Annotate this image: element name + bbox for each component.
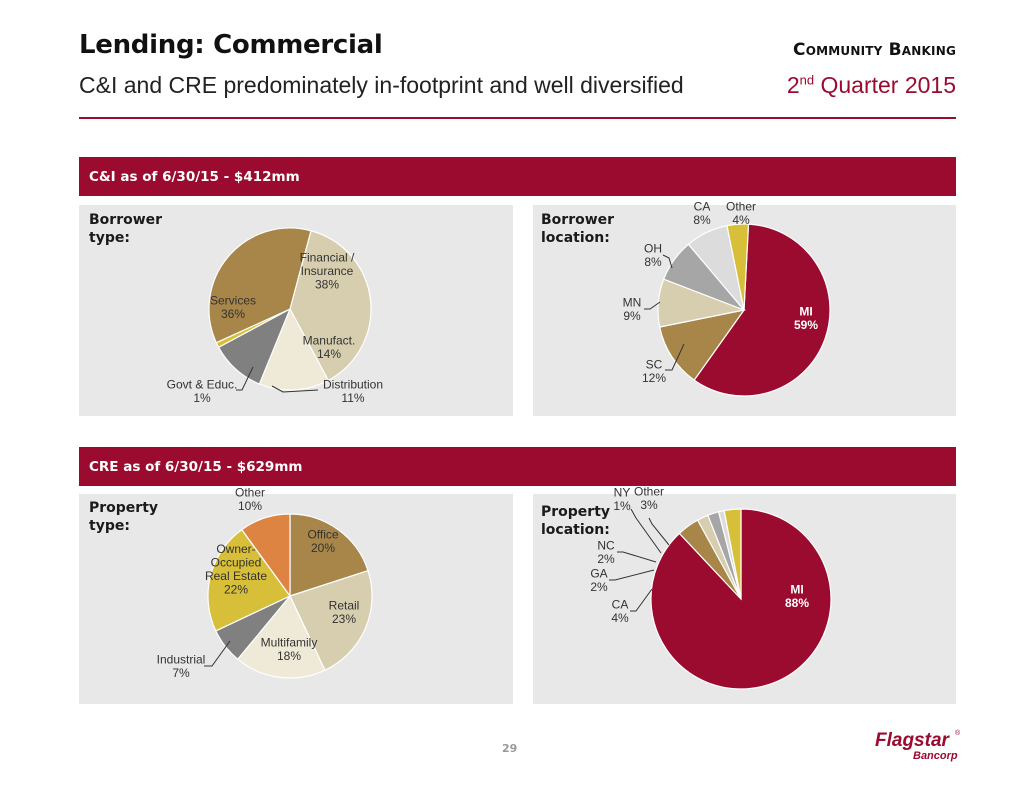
property-location-label-other: Other 3% — [634, 484, 664, 512]
cre-property-location-label: Property location: — [541, 504, 611, 538]
borrower-location-pie: MI 59% SC 12% MN 9% OH 8% CA 8% Other 4% — [623, 199, 831, 397]
page-subtitle: C&I and CRE predominately in-footprint a… — [79, 72, 684, 98]
property-location-leader-ny — [630, 508, 662, 554]
page-number: 29 — [502, 742, 518, 755]
quarter-label: 2nd Quarter 2015 — [787, 72, 956, 99]
property-type-slice-multifamily — [236, 594, 326, 679]
property-type-slice-owner-occupied-real-estate — [207, 528, 291, 632]
segment-label: Community Banking — [793, 40, 956, 60]
ci-section-header: C&I as of 6/30/15 - $412mm — [79, 157, 956, 196]
cre-property-type-label: Property type: — [89, 500, 159, 534]
property-location-leader-other — [648, 517, 670, 546]
flagstar-logo: Flagstar ® Bancorp — [875, 729, 961, 762]
borrower-location-slice-sc — [658, 309, 746, 381]
borrower-type-label-financial-insurance: Financial / Insurance 38% — [300, 251, 355, 292]
property-type-pie: Office 20% Retail 23% Multifamily 18% Industri… — [157, 485, 373, 680]
property-type-label-office: Office 20% — [307, 527, 338, 555]
property-location-label-ny: NY 1% — [613, 485, 631, 513]
borrower-location-label-sc: SC 12% — [642, 357, 666, 385]
quarter-suffix-sup: nd — [799, 72, 815, 88]
borrower-location-label-mi: MI 59% — [794, 304, 818, 332]
logo-registered-mark: ® — [955, 729, 961, 737]
borrower-location-label-oh: OH 8% — [644, 241, 662, 268]
borrower-type-leader-distribution — [271, 385, 319, 393]
property-location-label-ca: CA 4% — [611, 597, 629, 625]
borrower-type-label-govt-educ: Govt & Educ. 1% — [167, 377, 238, 405]
page-title: Lending: Commercial — [79, 30, 383, 60]
quarter-text: Quarter 2015 — [814, 72, 956, 98]
property-type-leader-industrial — [204, 640, 231, 667]
property-type-slice-retail — [289, 569, 373, 671]
property-type-label-industrial: Industrial 7% — [157, 652, 206, 680]
ci-borrower-location-label: Borrower location: — [541, 212, 615, 246]
property-location-label-mi: MI 88% — [785, 582, 809, 610]
borrower-type-slice-services — [208, 227, 312, 344]
property-type-label-other: Other 10% — [235, 485, 265, 513]
logo-subtext: Bancorp — [913, 750, 958, 762]
property-type-slice-office — [289, 513, 369, 597]
borrower-type-leader-govt-educ — [236, 366, 254, 391]
logo-wordmark: Flagstar — [875, 730, 951, 751]
borrower-type-pie: Financial / Insurance 38% Manufact. 14% Distr… — [167, 227, 383, 405]
header-divider — [79, 117, 956, 119]
property-type-label-owner-occupied-real-estate: Owner-Occupied Real Estate 22% — [205, 542, 267, 597]
borrower-location-slice-other — [726, 223, 750, 311]
property-location-label-ga: GA 2% — [590, 566, 608, 594]
borrower-type-label-manufact: Manufact. 14% — [303, 333, 356, 361]
borrower-location-leader-mn — [644, 301, 661, 310]
property-location-leader-ca — [630, 588, 653, 612]
borrower-location-leader-oh — [662, 254, 673, 269]
borrower-location-label-other: Other 4% — [726, 199, 756, 227]
borrower-type-label-services: Services 36% — [210, 293, 256, 321]
borrower-location-label-ca: CA 8% — [693, 199, 711, 227]
borrower-type-slice-financial-insurance — [289, 230, 372, 382]
borrower-location-leader-sc — [665, 343, 685, 371]
property-location-slice-other — [723, 508, 742, 600]
quarter-number: 2 — [786, 72, 800, 98]
property-type-slice-other — [240, 513, 291, 598]
borrower-location-label-mn: MN 9% — [623, 295, 642, 323]
property-location-leader-ga — [609, 569, 655, 581]
property-location-pie: MI 88% CA 4%GA 2%NC 2% NY 1%Other 3% — [590, 484, 832, 690]
ci-borrower-type-label: Borrower type: — [89, 212, 163, 246]
cre-section-header: CRE as of 6/30/15 - $629mm — [79, 447, 956, 486]
borrower-type-label-distribution: Distribution 11% — [323, 377, 383, 405]
property-location-leader-nc — [617, 551, 657, 563]
property-type-label-multifamily: Multifamily 18% — [261, 635, 318, 663]
property-type-label-retail: Retail 23% — [329, 598, 360, 626]
borrower-type-slice-manufact — [258, 307, 330, 391]
borrower-location-slice-mi — [693, 223, 831, 397]
property-location-label-nc: NC 2% — [597, 538, 615, 566]
